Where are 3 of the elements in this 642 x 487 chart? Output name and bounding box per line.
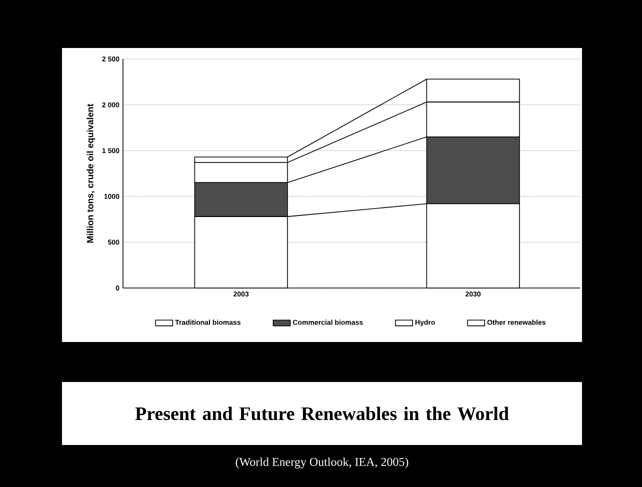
text: Present and Future Renewables in the World — [135, 406, 509, 420]
text: (World Energy Outlook, IEA, 2005) — [236, 458, 408, 468]
y-axis-title: Million tons, crude oil equivalent — [86, 104, 96, 243]
